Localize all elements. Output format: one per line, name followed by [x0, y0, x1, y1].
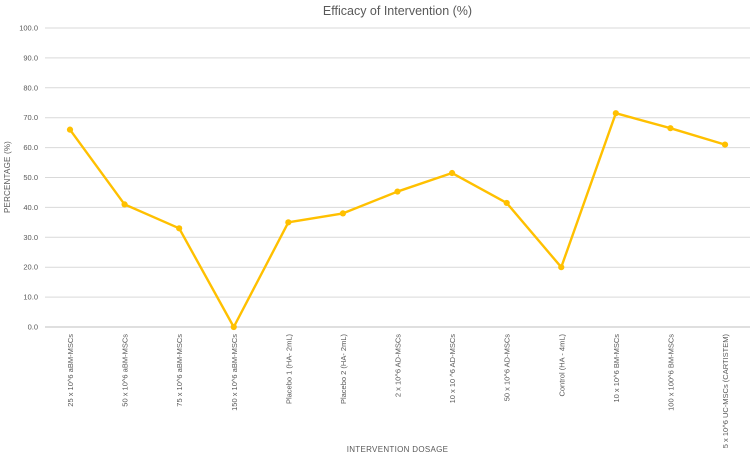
y-tick-label: 20.0 — [23, 263, 38, 272]
data-point-marker — [503, 199, 510, 207]
x-axis-title: INTERVENTION DOSAGE — [346, 445, 449, 454]
x-category-label: 50 x 10^6 aBM-MSCs — [121, 334, 130, 407]
data-point-marker — [394, 188, 401, 195]
y-tick-label: 100.0 — [19, 24, 38, 33]
y-tick-label: 60.0 — [23, 143, 38, 152]
y-tick-label: 30.0 — [23, 233, 38, 242]
y-tick-label: 80.0 — [23, 83, 38, 92]
efficacy-line — [68, 112, 727, 329]
data-point-marker — [121, 201, 128, 208]
data-point-marker — [176, 225, 183, 232]
y-tick-label: 90.0 — [23, 53, 38, 62]
y-tick-label: 10.0 — [23, 293, 38, 302]
x-category-label: 10 x 10^6 BM-MSCs — [612, 334, 621, 403]
x-category-label: 10 x 10 ^6 AD-MSCs — [448, 334, 457, 404]
data-point-marker — [558, 264, 565, 271]
x-category-label: 75 x 10^6 aBM-MSCs — [175, 334, 184, 407]
x-category-label: Placebo 1 (HA- 2mL) — [284, 334, 293, 405]
data-point-marker — [612, 110, 619, 117]
x-category-label: 5 x 10^6 UC-MSCs (CARTISTEM) — [721, 334, 730, 449]
y-tick-label: 0.0 — [28, 323, 38, 332]
y-tick-label: 70.0 — [23, 113, 38, 122]
data-point-marker — [66, 126, 74, 133]
data-point-marker — [721, 141, 729, 148]
data-point-marker — [448, 169, 456, 177]
y-tick-label: 50.0 — [23, 173, 38, 182]
x-category-label: 2 x 10^6 AD-MSCs — [394, 334, 403, 397]
x-category-label: Placebo 2 (HA- 2mL) — [339, 334, 348, 405]
data-point-marker — [339, 210, 347, 217]
x-category-label: Control (HA - 4mL) — [557, 334, 566, 397]
x-category-label: 50 x 10^6 AD-MSCs — [503, 334, 512, 402]
data-point-marker — [667, 125, 674, 132]
x-category-label: 100 x 100^6 BM-MSCs — [666, 334, 675, 411]
x-category-label: 150 x 10^6 aBM-MSCs — [230, 334, 239, 411]
data-point-marker — [230, 323, 237, 331]
y-tick-label: 40.0 — [23, 203, 38, 212]
x-category-label: 25 x 10^6 aBM-MSCs — [66, 334, 75, 407]
chart-title: Efficacy of Intervention (%) — [322, 4, 473, 18]
data-point-marker — [285, 219, 292, 226]
